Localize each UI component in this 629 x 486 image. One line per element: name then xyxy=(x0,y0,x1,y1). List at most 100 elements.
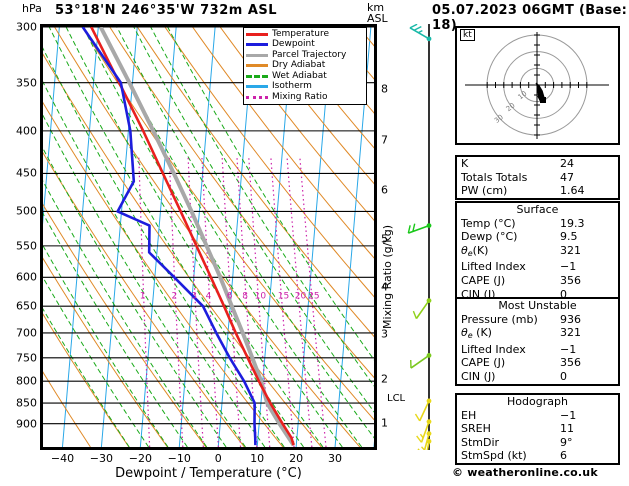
indices-value-1: 47 xyxy=(560,170,574,184)
surface-label-0: Temp (°C) xyxy=(461,216,516,230)
svg-text:3: 3 xyxy=(191,292,197,302)
svg-text:20: 20 xyxy=(295,292,307,302)
hodograph_stats-value-1: 11 xyxy=(560,422,574,436)
most_unstable-label-2: Lifted Index xyxy=(461,342,526,356)
temperature-curve xyxy=(90,27,295,446)
height-tick-5km: 5 xyxy=(381,232,388,246)
most_unstable-value-3: 356 xyxy=(560,356,581,370)
legend-swatch-3 xyxy=(246,64,268,68)
most_unstable-label-0: Pressure (mb) xyxy=(461,312,538,326)
legend-label-3: Dry Adiabat xyxy=(272,60,326,71)
pressure-tick-900: 900 xyxy=(16,417,37,431)
skewt-plot: 1 2 3 4 6 8 10 15 20 25 xyxy=(43,27,374,447)
svg-text:25: 25 xyxy=(308,292,319,302)
hodograph-unit-label: kt xyxy=(460,29,475,41)
most_unstable-label-3: CAPE (J) xyxy=(461,356,506,370)
pressure-tick-400: 400 xyxy=(16,124,37,138)
hodograph-stats-panel: Hodograph EH −1 SREH 11 StmDir 9° StmSpd (kt) 6 xyxy=(455,393,620,465)
hodograph_stats-value-0: −1 xyxy=(560,408,577,422)
legend-swatch-1 xyxy=(246,43,268,47)
legend-label-0: Temperature xyxy=(272,28,330,39)
legend-label-4: Wet Adiabat xyxy=(272,70,327,81)
temperature-axis: −40 −30 −20 −10 0 10 20 30 xyxy=(40,452,377,466)
legend-label-5: Isotherm xyxy=(272,81,312,92)
legend-item-dewpoint: Dewpoint xyxy=(246,40,364,51)
indices-label-2: PW (cm) xyxy=(461,184,508,198)
legend-item-wet-adiabat: Wet Adiabat xyxy=(246,71,364,82)
pressure-tick-500: 500 xyxy=(16,204,37,218)
most_unstable-row: CAPE (J) 356 xyxy=(457,356,618,370)
legend-swatch-0 xyxy=(246,32,268,36)
surface-row: CAPE (J) 356 xyxy=(457,274,618,288)
svg-text:6: 6 xyxy=(227,292,233,302)
surface-value-5: 0 xyxy=(560,287,567,301)
pressure-tick-700: 700 xyxy=(16,326,37,340)
temp-tick--20: −20 xyxy=(128,452,152,465)
most_unstable-row: Pressure (mb) 936 xyxy=(457,313,618,327)
hodograph_stats-label-3: StmSpd (kt) xyxy=(461,449,527,463)
legend-item-mixing-ratio: Mixing Ratio xyxy=(246,92,364,103)
hodograph_stats-label-0: EH xyxy=(461,408,477,422)
indices-label-1: Totals Totals xyxy=(461,170,528,184)
temp-tick--40: −40 xyxy=(50,452,75,465)
hodograph_stats-row: EH −1 xyxy=(457,409,618,423)
most_unstable-value-1: 321 xyxy=(560,326,581,340)
height-tick-4km: 4 xyxy=(381,280,388,294)
surface-value-3: −1 xyxy=(560,260,577,274)
height-tick-3km: 3 xyxy=(381,327,388,340)
legend-label-2: Parcel Trajectory xyxy=(272,49,347,60)
temp-tick--30: −30 xyxy=(89,452,114,465)
legend-item-dry-adiabat: Dry Adiabat xyxy=(246,61,364,72)
temp-tick-10: 10 xyxy=(250,452,265,465)
svg-text:10: 10 xyxy=(517,90,529,102)
parcel-trajectory-curve xyxy=(98,27,296,447)
indices-row: K 24 xyxy=(457,157,618,171)
height-tick-1km: 1 xyxy=(381,416,388,430)
km-text: km xyxy=(367,1,385,14)
most_unstable-row: θe (K) 321 xyxy=(457,326,618,343)
legend-swatch-4 xyxy=(246,74,268,78)
surface-value-0: 19.3 xyxy=(560,216,585,230)
hodograph_stats-panel-title: Hodograph xyxy=(507,395,568,408)
height-tick-2km: 2 xyxy=(381,372,388,386)
svg-text:20: 20 xyxy=(505,101,517,113)
legend-item-temperature: Temperature xyxy=(246,29,364,40)
asl-text: ASL xyxy=(367,12,388,25)
most_unstable-label-1: θe (K) xyxy=(461,326,492,341)
most_unstable-panel-title: Most Unstable xyxy=(498,299,577,312)
hodograph_stats-value-2: 9° xyxy=(560,435,573,449)
pressure-tick-800: 800 xyxy=(16,374,37,388)
lcl-marker-label: LCL xyxy=(387,393,406,404)
chart-legend: Temperature Dewpoint Parcel Trajectory Dry … xyxy=(243,27,367,105)
pressure-tick-550: 550 xyxy=(16,239,37,253)
temp-tick-0: 0 xyxy=(214,452,222,465)
surface-row: Dewp (°C) 9.5 xyxy=(457,230,618,244)
surface-row: Lifted Index −1 xyxy=(457,260,618,274)
temp-tick--10: −10 xyxy=(167,452,191,465)
datetime-title: 05.07.2023 06GMT (Base: 18) xyxy=(432,3,628,33)
legend-item-parcel-trajectory: Parcel Trajectory xyxy=(246,50,364,61)
surface-label-1: Dewp (°C) xyxy=(461,230,518,244)
pressure-tick-350: 350 xyxy=(16,76,37,90)
temp-tick-30: 30 xyxy=(328,452,343,465)
surface-value-1: 9.5 xyxy=(560,230,578,244)
indices-row: Totals Totals 47 xyxy=(457,171,618,185)
pressure-tick-850: 850 xyxy=(16,396,37,410)
legend-label-6: Mixing Ratio xyxy=(272,91,328,102)
surface-label-2: θe(K) xyxy=(461,243,489,258)
pressure-tick-300: 300 xyxy=(16,20,37,34)
pressure-tick-650: 650 xyxy=(16,299,37,313)
surface-value-4: 356 xyxy=(560,273,581,287)
surface-row: θe(K) 321 xyxy=(457,244,618,261)
hodograph_stats-row: StmDir 9° xyxy=(457,436,618,450)
surface-label-3: Lifted Index xyxy=(461,260,526,274)
svg-text:4: 4 xyxy=(206,292,212,302)
temp-tick-20: 20 xyxy=(289,452,304,465)
pressure-axis: 300 350 400 450 500 550 600 650 700 750 800 850 900 xyxy=(0,20,40,450)
pressure-tick-600: 600 xyxy=(16,270,37,284)
most-unstable-parcel-panel: Most Unstable Pressure (mb) 936 θe (K) 321 Li… xyxy=(455,297,620,386)
indices-label-0: K xyxy=(461,157,469,170)
pressure-unit-label: hPa xyxy=(22,2,42,15)
most_unstable-value-0: 936 xyxy=(560,312,581,326)
